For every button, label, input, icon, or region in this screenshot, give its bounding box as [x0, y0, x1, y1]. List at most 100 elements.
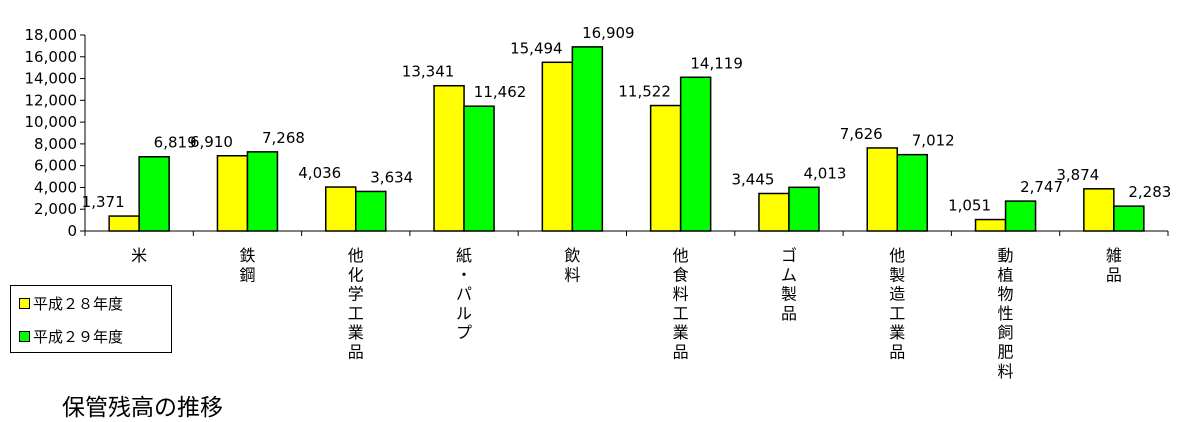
data-label-series-1: 1,051	[948, 197, 991, 215]
legend: 平成２８年度 平成２９年度	[10, 285, 172, 353]
bar-series-1	[866, 147, 898, 232]
x-tick-label-char: 飼	[998, 323, 1014, 342]
x-tick-label-char: 鉄	[239, 246, 255, 265]
bar-series-2	[1004, 200, 1037, 232]
x-tick-label: 飲料	[564, 246, 580, 284]
bar-series-2	[679, 76, 712, 232]
y-tick-label: 0	[67, 222, 77, 240]
data-label-series-2: 6,819	[154, 134, 197, 152]
y-tick-label: 2,000	[34, 200, 77, 218]
x-tick-label-char: 食	[673, 265, 689, 284]
bar-series-1	[649, 104, 682, 232]
data-label-series-2: 2,747	[1020, 178, 1063, 196]
data-label-series-1: 15,494	[510, 39, 563, 57]
legend-item-series-2: 平成２９年度	[19, 326, 123, 346]
bar-series-1	[433, 84, 465, 232]
y-tick-label: 6,000	[34, 157, 77, 175]
x-tick-label-char: 鋼	[239, 265, 255, 284]
legend-item-series-1: 平成２８年度	[19, 293, 123, 313]
data-label-series-1: 7,626	[840, 125, 883, 143]
x-tick-label-char: ル	[456, 304, 472, 323]
x-tick-label: 他製造工業品	[889, 246, 905, 362]
bar-series-2	[463, 105, 495, 232]
legend-label-series-2: 平成２９年度	[33, 327, 124, 346]
x-tick-label: 他食料工業品	[673, 246, 689, 362]
x-tick-label-char: 化	[348, 265, 364, 284]
x-tick-label-char: 品	[673, 343, 689, 362]
x-tick-label-char: ゴ	[781, 246, 797, 265]
x-tick-label-char: プ	[456, 323, 472, 342]
y-tick-label: 8,000	[34, 135, 77, 153]
data-label-series-1: 13,341	[402, 63, 455, 81]
x-tick-label-char: 品	[348, 343, 364, 362]
x-tick-label: 紙・パルプ	[456, 246, 472, 342]
x-tick-label-char: 工	[673, 304, 689, 323]
data-label-series-2: 2,283	[1128, 183, 1171, 201]
bar-series-1	[325, 186, 357, 232]
y-tick-label: 12,000	[25, 91, 78, 109]
data-label-series-2: 7,268	[262, 129, 305, 147]
x-tick-label-char: 料	[673, 285, 689, 304]
x-tick-label-char: 造	[889, 285, 905, 304]
bar-series-1	[216, 155, 249, 232]
x-tick-label-char: 他	[673, 246, 689, 265]
x-tick-label-char: 業	[889, 323, 905, 342]
y-tick-label: 18,000	[25, 26, 78, 44]
x-tick-label-char: 他	[348, 246, 364, 265]
data-label-series-2: 16,909	[582, 24, 635, 42]
bar-series-2	[896, 153, 928, 232]
data-label-series-1: 3,445	[731, 170, 774, 188]
x-tick-label-char: 動	[998, 246, 1014, 265]
x-tick-label-char: 紙	[456, 246, 472, 265]
data-label-series-1: 6,910	[190, 133, 233, 151]
legend-swatch-series-1	[19, 297, 30, 309]
x-tick-label-char: パ	[456, 285, 472, 304]
data-label-series-2: 3,634	[370, 168, 413, 186]
legend-swatch-series-2	[19, 330, 30, 342]
data-label-series-1: 11,522	[618, 83, 671, 101]
x-tick-label-char: 業	[348, 323, 364, 342]
y-tick-label: 16,000	[25, 48, 78, 66]
x-tick-label-char: ム	[781, 265, 797, 284]
x-tick-label-char: 品	[781, 304, 797, 323]
data-label-series-2: 11,462	[474, 83, 527, 101]
x-tick-label-char: 物	[998, 285, 1014, 304]
x-tick-label: ゴム製品	[781, 246, 797, 323]
bar-series-1	[758, 192, 790, 232]
data-label-series-2: 7,012	[912, 132, 955, 150]
bar-series-2	[788, 186, 820, 232]
page-title: 保管残高の推移	[62, 395, 223, 421]
bar-series-2	[246, 151, 279, 232]
bar-series-1	[1083, 188, 1115, 232]
data-label-series-1: 3,874	[1056, 166, 1099, 184]
x-tick-label-char: 米	[131, 246, 147, 265]
x-tick-label-char: ・	[456, 265, 472, 284]
x-tick-label-char: 他	[889, 246, 905, 265]
bar-series-2	[355, 190, 387, 232]
x-tick-label-char: 料	[998, 362, 1014, 381]
data-label-series-2: 4,013	[803, 164, 846, 182]
x-tick-label-char: 雑	[1106, 246, 1122, 265]
bar-series-1	[974, 218, 1007, 232]
bar-series-2	[571, 46, 604, 232]
x-tick-label: 動植物性飼肥料	[998, 246, 1014, 381]
x-tick-label-char: 肥	[998, 343, 1014, 362]
x-tick-label: 鉄鋼	[239, 246, 255, 284]
x-tick-label-char: 業	[673, 323, 689, 342]
bar-series-2	[1113, 205, 1145, 232]
y-tick-label: 14,000	[25, 70, 78, 88]
x-tick-label-char: 品	[1106, 265, 1122, 284]
x-tick-label-char: 植	[998, 265, 1014, 284]
data-label-series-1: 4,036	[298, 164, 341, 182]
x-tick-label: 雑品	[1106, 246, 1122, 284]
x-tick-label-char: 製	[781, 285, 797, 304]
x-tick-label-char: 飲	[564, 246, 580, 265]
x-tick-label-char: 工	[348, 304, 364, 323]
data-label-series-2: 14,119	[690, 54, 743, 72]
x-tick-label-char: 製	[889, 265, 905, 284]
x-tick-label-char: 品	[889, 343, 905, 362]
x-tick-label: 米	[131, 246, 147, 265]
data-label-series-1: 1,371	[82, 193, 125, 211]
x-tick-label-char: 料	[564, 265, 580, 284]
